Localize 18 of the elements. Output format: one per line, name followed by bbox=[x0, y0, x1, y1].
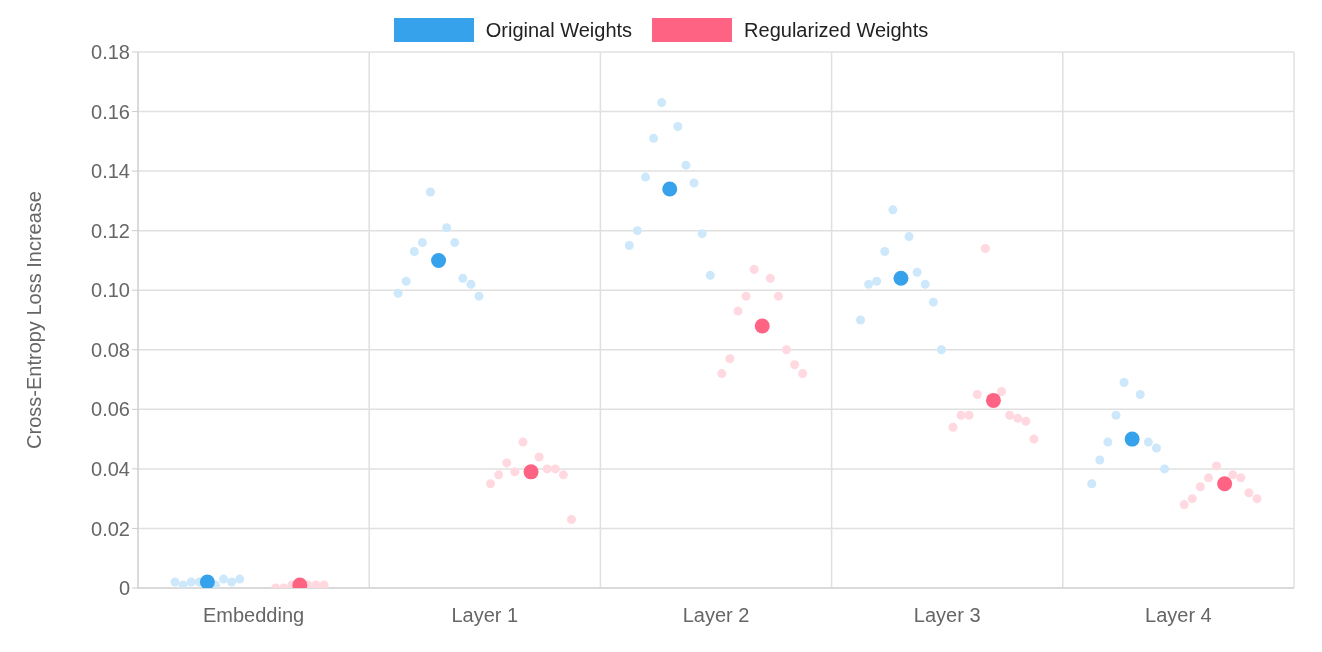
y-tick-label: 0.14 bbox=[91, 160, 130, 183]
y-tick-label: 0.16 bbox=[91, 100, 130, 123]
legend-label: Original Weights bbox=[485, 18, 633, 42]
x-tick-label: Layer 4 bbox=[1145, 604, 1212, 627]
y-tick-label: 0.12 bbox=[91, 219, 130, 242]
y-tick-label: 0.18 bbox=[91, 41, 130, 64]
y-tick-label: 0.10 bbox=[91, 279, 130, 302]
y-tick-label: 0.04 bbox=[91, 457, 130, 480]
y-tick-label: 0.08 bbox=[91, 338, 130, 361]
x-tick-label: Embedding bbox=[203, 604, 305, 627]
y-tick-label: 0.06 bbox=[91, 398, 130, 421]
x-tick-label: Layer 2 bbox=[682, 604, 750, 627]
y-tick-label: 0.02 bbox=[91, 517, 130, 540]
x-tick-label: Layer 3 bbox=[913, 604, 981, 627]
x-tick-label: Layer 1 bbox=[451, 604, 519, 627]
y-tick-label: 0 bbox=[118, 577, 130, 600]
legend-label: Regularized Weights bbox=[744, 18, 929, 42]
y-axis-title: Cross-Entropy Loss Increase bbox=[23, 191, 46, 449]
